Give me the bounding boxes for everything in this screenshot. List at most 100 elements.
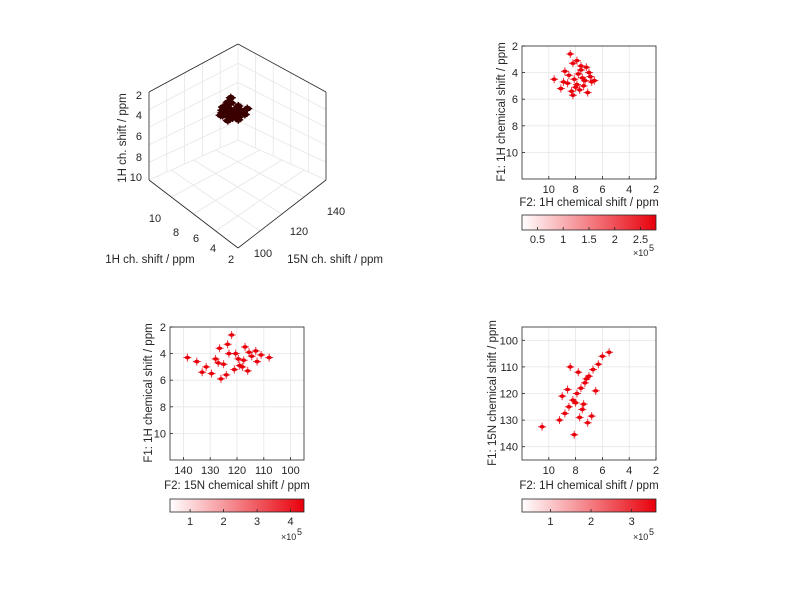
peak-marker <box>583 88 592 97</box>
peak-marker <box>230 365 239 374</box>
cube-grid-line <box>237 62 327 110</box>
colorbar-tick-label: 2 <box>588 516 594 528</box>
y-tick-label: 2 <box>160 322 166 334</box>
peak-marker <box>207 369 216 378</box>
p3-yticks: 100 110 120 130 140 <box>500 335 525 454</box>
peak-marker <box>564 71 573 80</box>
cube-ztick: 100 <box>254 248 272 260</box>
cube-xtick: 2 <box>228 254 234 266</box>
colorbar-tick-label: 0.5 <box>530 234 545 246</box>
peak-marker <box>568 59 577 68</box>
p3-grid <box>522 327 657 460</box>
peak-marker <box>598 352 607 361</box>
peak-marker <box>586 72 595 81</box>
x-tick-label: 8 <box>573 465 579 477</box>
colorbar-tick-label: 1 <box>187 516 193 528</box>
peak-marker <box>257 350 266 359</box>
peak-marker <box>239 356 248 365</box>
colorbar-tick-label: 2 <box>612 234 618 246</box>
peak-marker <box>251 346 260 355</box>
colorbar-tick-label: 2 <box>221 516 227 528</box>
peak-marker <box>231 349 240 358</box>
p3-xlabel: F2: 1H chemical shift / ppm <box>519 480 658 492</box>
peak-marker <box>556 84 565 93</box>
cube-edges <box>148 43 327 249</box>
peak-marker <box>579 400 588 409</box>
p2-ylabel: F1: 1H chemical shift / ppm <box>143 323 155 462</box>
peak-marker <box>575 85 584 94</box>
peak-marker <box>560 409 569 418</box>
p1-peaks <box>550 49 599 100</box>
y-tick-label: 130 <box>500 415 518 427</box>
peak-marker <box>198 368 207 377</box>
y-tick-label: 6 <box>160 375 166 387</box>
y-tick-label: 4 <box>160 349 166 361</box>
peak-marker <box>214 358 223 367</box>
peak-marker <box>582 63 591 72</box>
peak-marker <box>253 357 262 366</box>
p1-yticks: 2 4 6 8 10 <box>506 41 525 159</box>
cube-ytick: 4 <box>136 110 142 122</box>
p3-colorbar-ticks: 1 2 3 <box>547 509 635 528</box>
peak-marker <box>227 330 236 339</box>
peak-marker <box>579 81 588 90</box>
cube-z-ticks: 2 4 6 8 10 <box>130 90 142 184</box>
cube-xtick: 10 <box>149 213 161 225</box>
peak-marker <box>202 362 211 371</box>
cube-grid-line <box>215 169 305 232</box>
peak-marker <box>591 386 600 395</box>
x-tick-label: 10 <box>543 465 555 477</box>
cube-grid <box>148 44 327 232</box>
peak-marker <box>578 405 587 414</box>
peak-marker <box>234 354 243 363</box>
cube-xtick: 8 <box>173 227 179 239</box>
x-tick-label: 2 <box>653 465 659 477</box>
peak-marker <box>558 392 567 401</box>
cube-peak <box>215 111 226 120</box>
peak-marker <box>566 362 575 371</box>
peak-marker <box>563 385 572 394</box>
peak-marker <box>222 370 231 379</box>
peak-marker <box>582 374 591 383</box>
y-tick-label: 8 <box>160 402 166 414</box>
p2-grid <box>170 326 304 460</box>
colorbar-tick-label: 3 <box>254 516 260 528</box>
cube-zlabel: 15N ch. shift / ppm <box>287 254 383 266</box>
peak-marker <box>224 349 233 358</box>
peak-marker <box>590 76 599 85</box>
x-tick-label: 110 <box>255 465 273 477</box>
cube-grid-line <box>237 101 327 146</box>
peak-marker <box>555 416 564 425</box>
peak-marker <box>216 374 225 383</box>
p2-colorbar-exponent-power: 5 <box>297 527 302 537</box>
x-tick-label: 10 <box>543 184 555 196</box>
peak-marker <box>183 353 192 362</box>
cube-peak <box>222 116 233 125</box>
p1-axes-box <box>521 45 657 180</box>
peak-marker <box>560 67 569 76</box>
colorbar-tick-label: 4 <box>288 516 294 528</box>
peak-marker <box>570 75 579 84</box>
cube-grid-line <box>148 82 239 128</box>
cube-grid-line <box>237 82 327 128</box>
cube-peak-cluster <box>215 93 253 125</box>
peak-marker <box>574 368 583 377</box>
cube-peak <box>236 107 247 116</box>
cube-peak <box>242 104 253 113</box>
peak-marker <box>241 342 250 351</box>
peak-marker <box>605 348 614 357</box>
cube-ztick: 140 <box>327 206 345 218</box>
x-tick-label: 4 <box>626 184 632 196</box>
peak-marker <box>238 362 247 371</box>
cube-xtick: 4 <box>210 243 216 255</box>
cube-x-ticks: 10 8 6 4 2 <box>149 213 234 266</box>
y-tick-label: 8 <box>512 121 518 133</box>
p2-xlabel: F2: 15N chemical shift / ppm <box>164 480 310 492</box>
p1-colorbar-ticks: 0.5 1 1.5 2 2.5 <box>530 227 648 246</box>
peak-marker <box>572 389 581 398</box>
plot-15n-1h: 140 130 120 110 100 2 4 6 8 10 F2: 15N chemical … <box>143 322 310 542</box>
cube-xlabel: 1H ch. shift / ppm <box>105 254 194 266</box>
x-tick-label: 6 <box>599 184 605 196</box>
cube-xtick: 6 <box>193 233 199 245</box>
cube-panel: 2 4 6 8 10 1H ch. shift / ppm 10 8 6 4 2… <box>105 43 383 266</box>
